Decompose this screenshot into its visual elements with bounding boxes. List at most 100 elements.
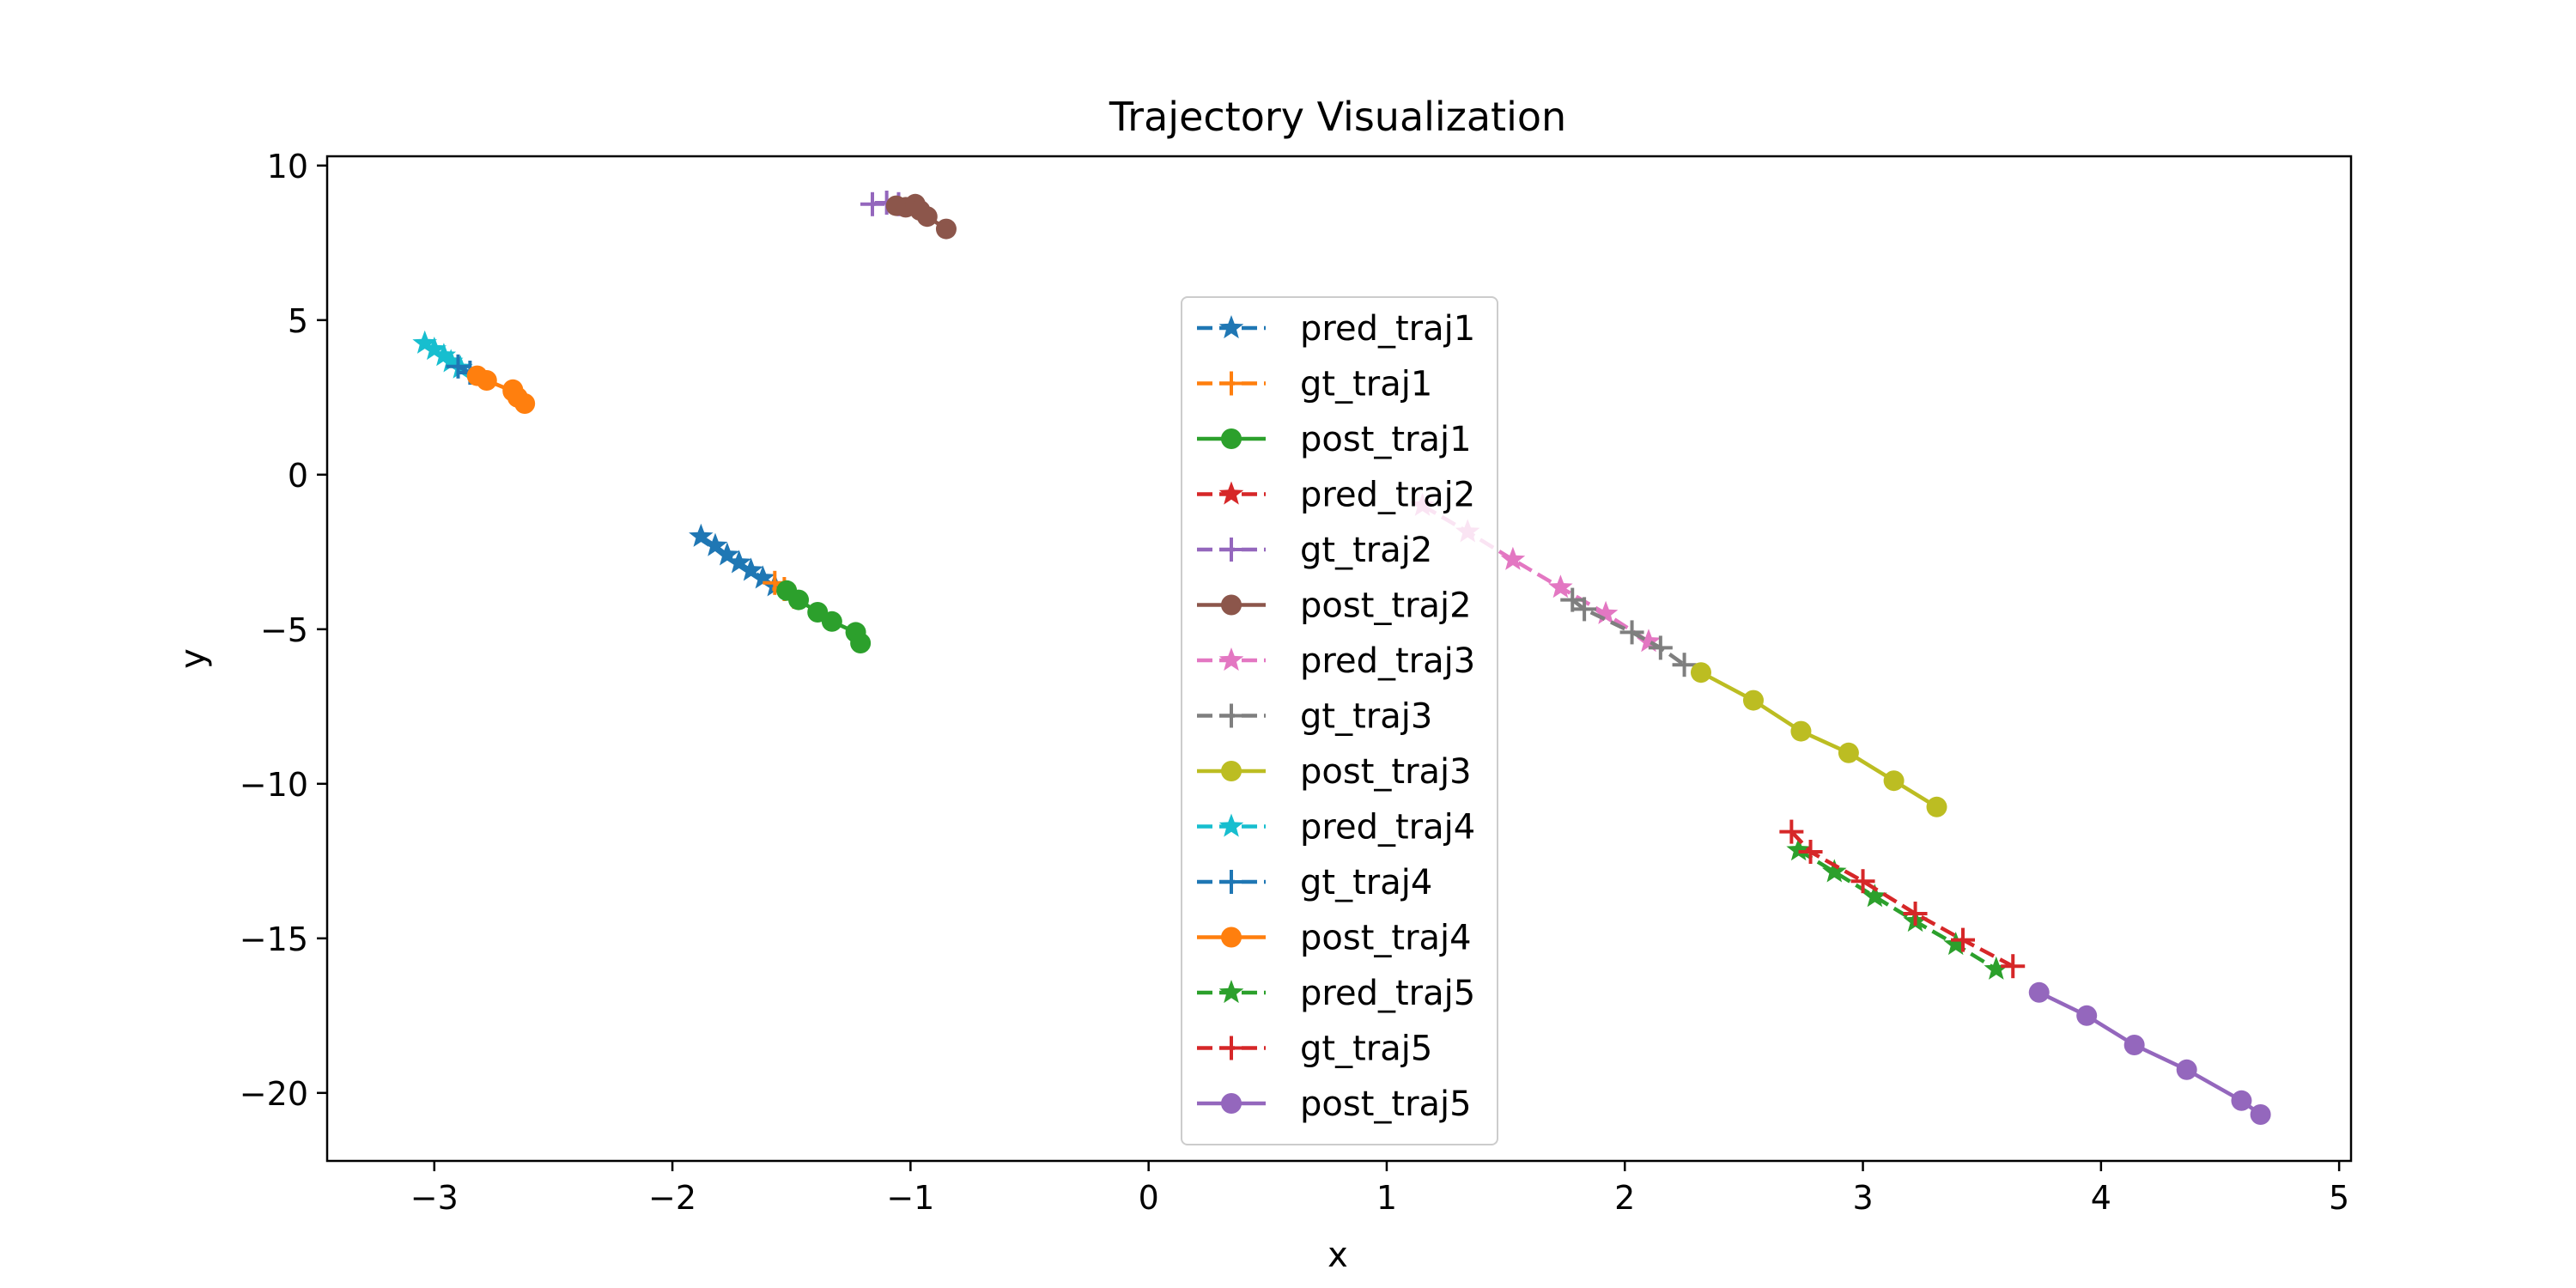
y-tick-label: 5 (288, 302, 308, 340)
legend-box (1181, 296, 1498, 1145)
legend-entry-gt_traj3: gt_traj3 (1197, 697, 1432, 737)
data-point-pred_traj5-4 (1943, 932, 1968, 956)
data-point-post_traj3-2 (1790, 720, 1812, 742)
data-point-pred_traj5-0 (1786, 837, 1811, 861)
legend-label-gt_traj3: gt_traj3 (1300, 697, 1432, 737)
legend-label-pred_traj4: pred_traj4 (1300, 808, 1475, 848)
data-point-post_traj3-0 (1690, 662, 1711, 683)
data-point-gt_traj3-3 (1648, 635, 1673, 660)
legend-marker-post_traj5 (1221, 1093, 1242, 1114)
legend-marker-pred_traj1 (1218, 315, 1244, 339)
legend-marker-post_traj4 (1221, 927, 1242, 948)
legend-entry-gt_traj1: gt_traj1 (1197, 365, 1432, 404)
legend-marker-post_traj2 (1221, 594, 1242, 616)
legend: pred_traj1 gt_traj1 post_traj1 pred_traj2gt… (1181, 296, 1498, 1145)
legend-label-gt_traj2: gt_traj2 (1300, 531, 1432, 570)
data-point-post_traj4-5 (514, 393, 536, 414)
data-point-pred_traj4-1 (422, 337, 447, 361)
data-point-gt_traj5-1 (1798, 840, 1823, 864)
data-point-post_traj3-3 (1838, 742, 1859, 763)
series-post_traj5 (2028, 981, 2271, 1125)
legend-label-pred_traj5: pred_traj5 (1300, 974, 1475, 1013)
data-point-gt_traj3-2 (1619, 620, 1644, 645)
data-point-post_traj2-4 (916, 206, 938, 228)
legend-entry-gt_traj4: gt_traj4 (1197, 863, 1432, 902)
legend-entry-pred_traj5: pred_traj5 (1197, 974, 1475, 1013)
legend-entry-pred_traj3: pred_traj3 (1197, 641, 1475, 681)
data-point-pred_traj4-0 (412, 330, 437, 354)
x-tick-label: 2 (1614, 1179, 1635, 1217)
legend-label-post_traj2: post_traj2 (1300, 586, 1472, 626)
x-tick-label: −2 (648, 1179, 696, 1217)
y-axis-label: y (173, 648, 213, 669)
x-tick-label: −3 (410, 1179, 459, 1217)
data-point-pred_traj1-2 (714, 542, 740, 566)
data-point-pred_traj5-2 (1862, 884, 1887, 908)
legend-marker-pred_traj2 (1218, 481, 1244, 505)
legend-entry-post_traj3: post_traj3 (1197, 752, 1472, 792)
legend-label-post_traj1: post_traj1 (1300, 420, 1472, 459)
data-point-pred_traj1-0 (689, 523, 714, 547)
legend-marker-gt_traj5 (1219, 1036, 1243, 1060)
legend-label-post_traj5: post_traj5 (1300, 1084, 1472, 1124)
legend-label-gt_traj1: gt_traj1 (1300, 365, 1432, 404)
chart-title: Trajectory Visualization (1109, 94, 1566, 140)
series-gt_traj5 (1779, 819, 2026, 979)
data-point-post_traj2-5 (935, 218, 957, 240)
legend-entry-post_traj1: post_traj1 (1197, 420, 1472, 459)
data-point-gt_traj4-0 (446, 354, 471, 379)
data-point-post_traj5-0 (2028, 981, 2050, 1003)
series-post_traj2 (885, 193, 957, 240)
legend-label-gt_traj4: gt_traj4 (1300, 863, 1432, 902)
legend-entry-gt_traj2: gt_traj2 (1197, 531, 1432, 570)
data-point-post_traj5-4 (2231, 1090, 2252, 1111)
data-point-post_traj1-5 (850, 633, 872, 653)
data-point-gt_traj5-5 (2001, 954, 2026, 979)
legend-label-pred_traj1: pred_traj1 (1300, 309, 1475, 349)
axes-frame (325, 155, 2353, 1163)
legend-entry-pred_traj4: pred_traj4 (1197, 808, 1475, 848)
x-axis-label: x (1327, 1236, 1348, 1275)
data-point-pred_traj4-3 (438, 349, 464, 373)
data-point-gt_traj3-1 (1572, 597, 1597, 622)
data-point-post_traj3-1 (1742, 690, 1764, 711)
data-point-pred_traj3-3 (1548, 574, 1573, 598)
plot-area (412, 191, 2271, 1125)
data-point-post_traj5-3 (2176, 1059, 2197, 1080)
legend-marker-pred_traj5 (1218, 980, 1244, 1004)
data-point-gt_traj5-4 (1951, 927, 1976, 952)
x-tick-label: 1 (1376, 1179, 1397, 1217)
legend-marker-gt_traj1 (1219, 371, 1243, 396)
legend-marker-post_traj1 (1221, 428, 1242, 449)
data-point-pred_traj1-3 (726, 550, 751, 574)
data-point-pred_traj1-1 (702, 532, 728, 556)
legend-entry-post_traj2: post_traj2 (1197, 586, 1472, 626)
y-tick-label: 10 (267, 148, 308, 185)
legend-label-post_traj4: post_traj4 (1300, 919, 1472, 958)
series-post_traj4 (466, 365, 536, 414)
legend-marker-gt_traj4 (1219, 870, 1243, 894)
x-tick-label: −1 (886, 1179, 934, 1217)
data-point-pred_traj1-5 (750, 565, 775, 589)
data-point-post_traj5-1 (2076, 1005, 2098, 1026)
data-point-post_traj1-3 (821, 611, 842, 632)
data-point-pred_traj5-1 (1822, 859, 1847, 883)
legend-label-pred_traj2: pred_traj2 (1300, 476, 1475, 515)
data-point-gt_traj5-0 (1779, 819, 1804, 844)
legend-marker-gt_traj3 (1219, 703, 1243, 728)
data-point-gt_traj3-4 (1672, 653, 1697, 677)
legend-entry-pred_traj1: pred_traj1 (1197, 309, 1475, 349)
series-gt_traj3 (1560, 587, 1697, 677)
x-tick-label: 0 (1139, 1179, 1159, 1217)
legend-marker-pred_traj3 (1218, 647, 1244, 671)
data-point-gt_traj5-2 (1850, 869, 1875, 894)
data-point-post_traj1-1 (788, 589, 810, 611)
series-post_traj1 (776, 580, 872, 653)
data-point-pred_traj3-2 (1500, 546, 1526, 570)
y-tick-label: −5 (260, 611, 308, 649)
legend-label-gt_traj5: gt_traj5 (1300, 1030, 1432, 1069)
data-point-pred_traj4-2 (431, 343, 457, 367)
legend-label-pred_traj3: pred_traj3 (1300, 641, 1475, 681)
